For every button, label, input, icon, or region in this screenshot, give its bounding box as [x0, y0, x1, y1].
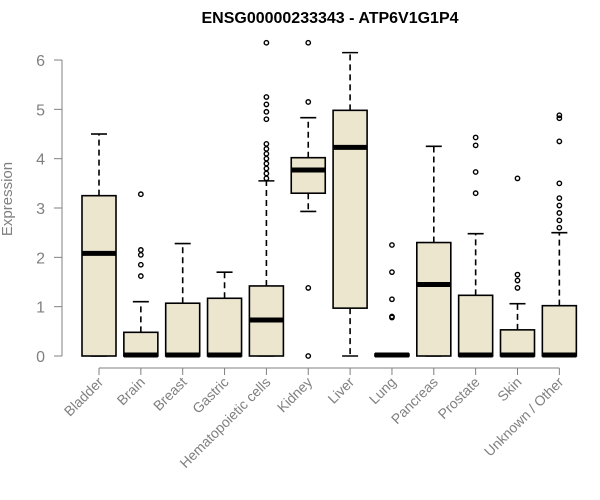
- outlier-point: [305, 285, 312, 291]
- box-lung: [374, 242, 410, 358]
- outlier-point: [263, 175, 270, 182]
- box-series: [81, 39, 578, 359]
- outlier-point: [472, 190, 479, 197]
- outlier-point: [472, 134, 479, 141]
- outlier-point: [556, 217, 563, 224]
- iqr-box: [123, 331, 159, 357]
- iqr-box: [415, 241, 452, 357]
- outlier-point: [514, 285, 521, 291]
- outlier-point: [305, 39, 312, 46]
- outlier-point: [556, 112, 563, 119]
- outlier-point: [263, 39, 270, 46]
- iqr-box: [499, 329, 536, 357]
- x-tick-label: Prostate: [435, 374, 483, 422]
- x-tick-label: Skin: [494, 374, 525, 405]
- x-tick-label: Lung: [366, 374, 399, 407]
- outlier-point: [263, 108, 270, 115]
- x-tick-label: Breast: [150, 374, 190, 414]
- outlier-point: [137, 261, 144, 268]
- y-tick-label: 6: [36, 53, 45, 70]
- x-tick-label: Pancreas: [388, 374, 441, 427]
- box-brain: [123, 191, 159, 358]
- box-skin: [499, 175, 536, 358]
- outlier-point: [263, 116, 270, 123]
- outlier-point: [556, 115, 563, 122]
- iqr-box: [206, 297, 243, 357]
- outlier-point: [389, 313, 395, 320]
- box-unknown-other: [541, 112, 578, 358]
- outlier-point: [137, 191, 144, 198]
- outlier-point: [137, 251, 144, 258]
- box-pancreas: [415, 145, 452, 357]
- outlier-point: [263, 101, 270, 108]
- y-tick-label: 5: [36, 102, 45, 119]
- outlier-point: [305, 99, 312, 105]
- box-prostate: [457, 134, 494, 358]
- box-liver: [332, 51, 368, 357]
- box-kidney: [290, 39, 327, 359]
- x-tick-label: Unknown / Other: [481, 374, 567, 460]
- outlier-point: [472, 142, 479, 149]
- outlier-point: [263, 150, 270, 157]
- outlier-point: [514, 277, 521, 284]
- outlier-point: [556, 138, 563, 145]
- box-hematopoietic-cells: [248, 39, 285, 357]
- iqr-box: [290, 156, 327, 195]
- outlier-point: [137, 273, 144, 279]
- outlier-point: [472, 169, 479, 175]
- iqr-box: [332, 109, 368, 309]
- iqr-box: [81, 194, 117, 357]
- y-tick-label: 1: [36, 300, 45, 317]
- outlier-point: [263, 160, 270, 167]
- chart-title: ENSG00000233343 - ATP6V1G1P4: [201, 10, 458, 27]
- outlier-point: [389, 242, 395, 248]
- outlier-point: [263, 170, 270, 177]
- outlier-point: [263, 155, 270, 162]
- box-breast: [164, 242, 201, 358]
- y-tick-label: 2: [36, 250, 45, 267]
- outlier-point: [514, 271, 521, 278]
- iqr-box: [164, 302, 201, 357]
- outlier-point: [556, 180, 563, 187]
- iqr-box: [457, 294, 494, 357]
- outlier-point: [389, 269, 395, 276]
- y-tick-label: 0: [36, 349, 45, 366]
- box-gastric: [206, 271, 243, 358]
- outlier-point: [556, 202, 563, 209]
- y-axis-label: Expression: [0, 162, 16, 236]
- outlier-point: [305, 353, 312, 359]
- outlier-point: [556, 195, 563, 202]
- outlier-point: [514, 175, 521, 182]
- iqr-box: [541, 304, 578, 357]
- x-tick-label: Brain: [114, 374, 148, 408]
- y-tick-label: 4: [36, 152, 45, 169]
- outlier-point: [263, 165, 270, 172]
- outlier-point: [137, 247, 144, 253]
- outlier-point: [556, 224, 563, 231]
- outlier-point: [389, 296, 395, 303]
- x-tick-label: Bladder: [61, 374, 107, 420]
- box-bladder: [81, 133, 117, 357]
- outlier-point: [263, 140, 270, 147]
- outlier-point: [556, 210, 563, 216]
- outlier-point: [263, 94, 270, 100]
- x-tick-label: Kidney: [274, 374, 316, 416]
- y-tick-label: 3: [36, 201, 45, 218]
- outlier-point: [263, 145, 270, 152]
- x-tick-label: Liver: [324, 374, 357, 407]
- y-axis: 0 1 2 3 4 5 6: [36, 53, 63, 366]
